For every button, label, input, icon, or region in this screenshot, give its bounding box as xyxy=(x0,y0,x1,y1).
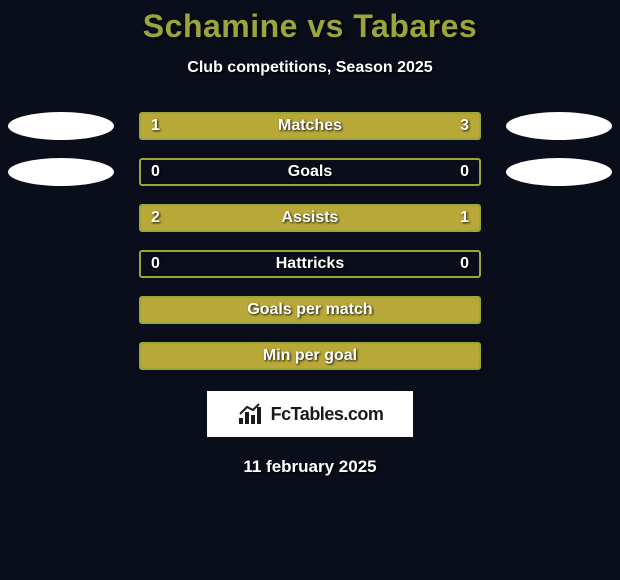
stat-bar: 13Matches xyxy=(139,112,481,140)
date-label: 11 february 2025 xyxy=(0,457,620,477)
comparison-card: Schamine vs Tabares Club competitions, S… xyxy=(0,0,620,580)
subtitle: Club competitions, Season 2025 xyxy=(0,59,620,77)
fctables-logo-icon xyxy=(237,402,267,426)
stat-bar: 00Goals xyxy=(139,158,481,186)
stat-row: 00Hattricks xyxy=(0,241,620,287)
page-title: Schamine vs Tabares xyxy=(0,8,620,45)
stat-label: Matches xyxy=(141,114,479,138)
player-avatar-right xyxy=(506,158,612,186)
player-avatar-left xyxy=(8,112,114,140)
stat-bar: Goals per match xyxy=(139,296,481,324)
stat-bar: Min per goal xyxy=(139,342,481,370)
stat-label: Goals per match xyxy=(141,298,479,322)
logo-text: FcTables.com xyxy=(271,404,384,425)
player-avatar-left xyxy=(8,158,114,186)
logo-box[interactable]: FcTables.com xyxy=(207,391,413,437)
stat-bar: 21Assists xyxy=(139,204,481,232)
stat-label: Min per goal xyxy=(141,344,479,368)
stat-bar: 00Hattricks xyxy=(139,250,481,278)
stat-label: Goals xyxy=(141,160,479,184)
stat-label: Assists xyxy=(141,206,479,230)
stat-rows: 13Matches 00Goals 21Assists 00Hattricks Goal… xyxy=(0,103,620,379)
stat-row: 00Goals xyxy=(0,149,620,195)
stat-row: 21Assists xyxy=(0,195,620,241)
stat-row: 13Matches xyxy=(0,103,620,149)
stat-row: Goals per match xyxy=(0,287,620,333)
player-avatar-right xyxy=(506,112,612,140)
stat-label: Hattricks xyxy=(141,252,479,276)
stat-row: Min per goal xyxy=(0,333,620,379)
